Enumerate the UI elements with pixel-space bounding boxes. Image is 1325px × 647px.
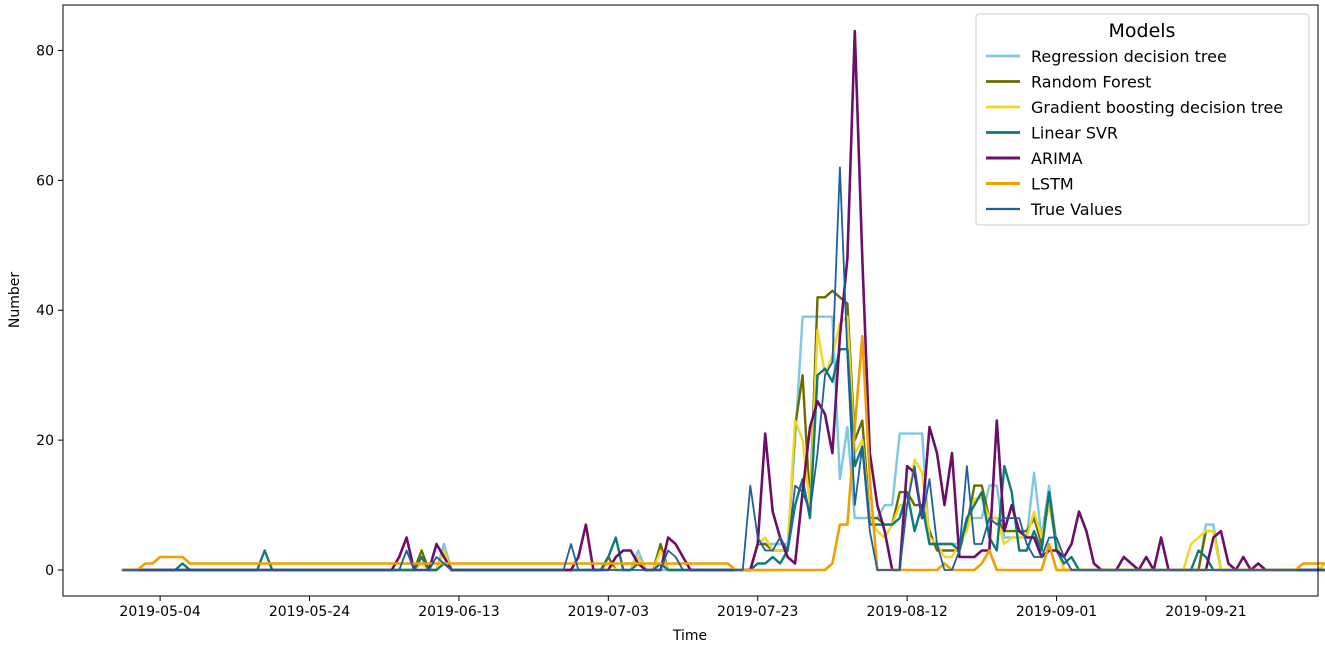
- legend-box: [975, 13, 1310, 226]
- series-line-1: [121, 289, 1325, 572]
- series-lines: [121, 29, 1325, 572]
- y-tick-label: 60: [36, 173, 54, 189]
- x-tick-label: 2019-06-13: [418, 604, 499, 620]
- series-line-6: [121, 166, 1325, 571]
- x-tick-label: 2019-05-24: [269, 604, 350, 620]
- y-tick-label: 20: [36, 433, 54, 449]
- plot-frame: [62, 4, 1319, 597]
- x-tick-label: 2019-09-21: [1165, 604, 1246, 620]
- series-line-2: [121, 315, 1325, 572]
- legend-label-5: LSTM: [1031, 175, 1074, 194]
- legend-label-0: Regression decision tree: [1031, 47, 1227, 66]
- y-tick-label: 40: [36, 303, 54, 319]
- y-tick-label: 0: [45, 563, 54, 579]
- x-tick-label: 2019-07-23: [717, 604, 798, 620]
- series-line-0: [121, 315, 1325, 572]
- x-axis-title: Time: [672, 628, 707, 644]
- legend-label-3: Linear SVR: [1031, 124, 1118, 143]
- legend-label-1: Random Forest: [1031, 73, 1151, 92]
- y-tick-label: 80: [36, 43, 54, 59]
- legend-label-2: Gradient boosting decision tree: [1031, 98, 1283, 117]
- x-axis-ticks: 2019-05-04 2019-05-24 2019-06-13 2019-07-03…: [119, 596, 1247, 620]
- series-line-3: [121, 348, 1325, 572]
- x-tick-label: 2019-08-12: [866, 604, 947, 620]
- series-line-5: [121, 334, 1325, 572]
- y-axis-ticks: 0 20 40 60 80: [36, 43, 63, 579]
- y-axis-title: Number: [7, 272, 23, 328]
- x-tick-label: 2019-07-03: [568, 604, 649, 620]
- legend-label-6: True Values: [1030, 200, 1122, 219]
- x-tick-label: 2019-05-04: [119, 604, 200, 620]
- legend-title: Models: [1109, 20, 1176, 42]
- legend-entries: Regression decision tree Random Forest Gra…: [986, 47, 1283, 219]
- legend: Models Regression decision tree Random Fo…: [975, 13, 1310, 226]
- legend-label-4: ARIMA: [1031, 149, 1083, 168]
- x-tick-label: 2019-09-01: [1016, 604, 1097, 620]
